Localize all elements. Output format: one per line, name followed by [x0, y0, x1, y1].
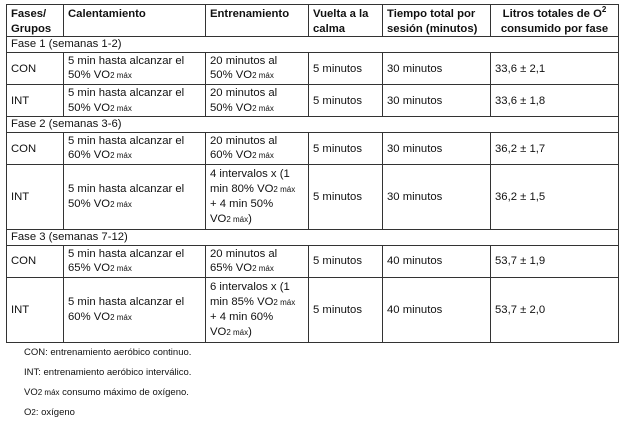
table-header-row: Fases/ Grupos Calentamiento Entrenamient… [6, 3, 619, 38]
liters-cell: 33,6 ± 1,8 [490, 83, 619, 118]
warmup-cell: 5 min hasta alcanzar el 60% VO2 máx [63, 131, 206, 165]
group-cell: CON [6, 131, 64, 165]
phase-3-row: Fase 3 (semanas 7-12) [6, 228, 619, 246]
table-notes: CON: entrenamiento aeróbico continuo. IN… [6, 347, 618, 418]
group-cell: INT [6, 83, 64, 118]
warmup-cell: 5 min hasta alcanzar el 50% VO2 máx [63, 83, 206, 118]
liters-cell: 53,7 ± 2,0 [490, 276, 619, 343]
group-cell: CON [6, 244, 64, 278]
cooldown-cell: 5 minutos [308, 83, 383, 118]
training-cell: 20 minutos al 50% VO2 máx [205, 83, 309, 118]
note-con: CON: entrenamiento aeróbico continuo. [24, 346, 192, 358]
phase-2-label: Fase 2 (semanas 3-6) [6, 116, 619, 133]
cooldown-cell: 5 minutos [308, 131, 383, 165]
warmup-cell: 5 min hasta alcanzar el 60% VO2 máx [63, 276, 206, 343]
note-vo2: VO2 máx consumo máximo de oxígeno. [24, 386, 189, 398]
header-total-liters: Litros totales de O2 consumido por fase [490, 3, 619, 38]
phase-3-label: Fase 3 (semanas 7-12) [6, 228, 619, 246]
training-cell: 20 minutos al 65% VO2 máx [205, 244, 309, 278]
training-phases-table: Fases/ Grupos Calentamiento Entrenamient… [6, 3, 619, 343]
header-training: Entrenamiento [205, 3, 309, 38]
header-phases-groups: Fases/ Grupos [6, 3, 64, 38]
phase-1-row: Fase 1 (semanas 1-2) [6, 36, 619, 53]
document-page: Fases/ Grupos Calentamiento Entrenamient… [6, 3, 619, 418]
training-cell: 6 intervalos x (1 min 85% VO2 máx + 4 mi… [205, 276, 309, 343]
group-cell: INT [6, 163, 64, 230]
training-cell: 20 minutos al 50% VO2 máx [205, 51, 309, 85]
note-int: INT: entrenamiento aeróbico interválico. [24, 366, 192, 378]
warmup-cell: 5 min hasta alcanzar el 50% VO2 máx [63, 51, 206, 85]
cooldown-cell: 5 minutos [308, 244, 383, 278]
total-time-cell: 40 minutos [382, 244, 491, 278]
warmup-cell: 5 min hasta alcanzar el 65% VO2 máx [63, 244, 206, 278]
table-row: INT 5 min hasta alcanzar el 50% VO2 máx … [6, 83, 619, 118]
cooldown-cell: 5 minutos [308, 276, 383, 343]
liters-cell: 36,2 ± 1,5 [490, 163, 619, 230]
liters-cell: 53,7 ± 1,9 [490, 244, 619, 278]
group-cell: CON [6, 51, 64, 85]
training-cell: 20 minutos al 60% VO2 máx [205, 131, 309, 165]
table-row: CON 5 min hasta alcanzar el 50% VO2 máx … [6, 51, 619, 85]
group-cell: INT [6, 276, 64, 343]
total-time-cell: 30 minutos [382, 131, 491, 165]
cooldown-cell: 5 minutos [308, 51, 383, 85]
total-time-cell: 30 minutos [382, 51, 491, 85]
cooldown-cell: 5 minutos [308, 163, 383, 230]
table-row: INT 5 min hasta alcanzar el 50% VO2 máx … [6, 163, 619, 230]
liters-cell: 36,2 ± 1,7 [490, 131, 619, 165]
total-time-cell: 30 minutos [382, 83, 491, 118]
training-cell: 4 intervalos x (1 min 80% VO2 máx + 4 mi… [205, 163, 309, 230]
warmup-cell: 5 min hasta alcanzar el 50% VO2 máx [63, 163, 206, 230]
total-time-cell: 40 minutos [382, 276, 491, 343]
phase-2-row: Fase 2 (semanas 3-6) [6, 116, 619, 133]
liters-cell: 33,6 ± 2,1 [490, 51, 619, 85]
total-time-cell: 30 minutos [382, 163, 491, 230]
header-total-time: Tiempo total por sesión (minutos) [382, 3, 491, 38]
header-warmup: Calentamiento [63, 3, 206, 38]
table-row: CON 5 min hasta alcanzar el 60% VO2 máx … [6, 131, 619, 165]
note-o2: O2: oxígeno [24, 406, 75, 418]
phase-1-label: Fase 1 (semanas 1-2) [6, 36, 619, 53]
table-row: CON 5 min hasta alcanzar el 65% VO2 máx … [6, 244, 619, 278]
header-cooldown: Vuelta a la calma [308, 3, 383, 38]
table-row: INT 5 min hasta alcanzar el 60% VO2 máx … [6, 276, 619, 343]
